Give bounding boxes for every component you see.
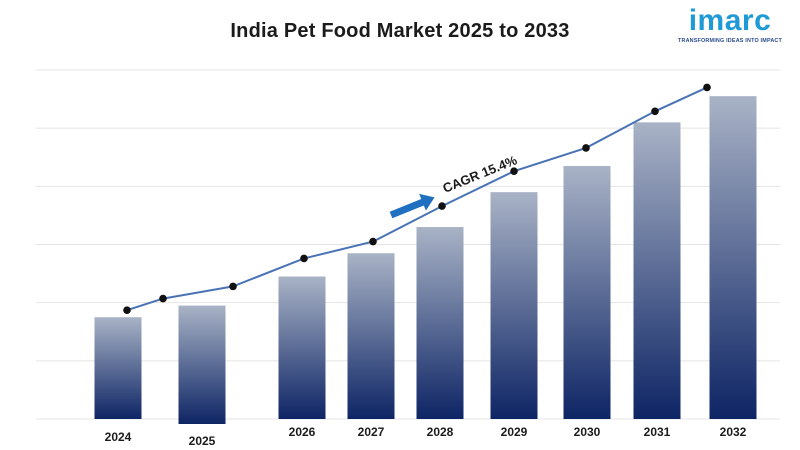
bar-2032	[709, 96, 757, 420]
logo-wordmark: imarc	[688, 4, 772, 37]
trend-point	[300, 254, 308, 263]
trend-line	[123, 83, 711, 315]
x-tick-label: 2026	[289, 425, 316, 439]
bar-2027	[347, 253, 395, 419]
bar-2028	[416, 227, 464, 419]
bar-2025	[178, 305, 226, 424]
x-tick-label: 2031	[644, 425, 671, 439]
trend-point	[229, 282, 237, 291]
bar-2029	[490, 192, 538, 419]
x-tick-label: 2032	[720, 425, 747, 439]
x-tick-label: 2027	[358, 425, 385, 439]
cagr-arrow-icon	[389, 193, 435, 219]
trend-point	[510, 167, 518, 176]
trend-point	[651, 107, 659, 116]
logo-tagline: TRANSFORMING IDEAS INTO IMPACT	[677, 38, 783, 44]
bar-2031	[633, 122, 681, 419]
x-axis-ticks: 2024 2025 2026 2027 2028 2029 2030 2031 2032	[105, 425, 747, 448]
chart-title: India Pet Food Market 2025 to 2033	[230, 20, 570, 42]
trend-line-path	[126, 86, 708, 312]
imarc-logo: imarc TRANSFORMING IDEAS INTO IMPACT	[674, 4, 786, 45]
x-tick-label: 2029	[501, 425, 528, 439]
bar-2030	[563, 165, 611, 419]
trend-point	[582, 144, 590, 152]
trend-point	[369, 237, 377, 246]
x-tick-label: 2028	[427, 425, 454, 439]
x-tick-label: 2025	[189, 434, 216, 448]
trend-point	[438, 202, 446, 210]
bars	[94, 96, 757, 424]
bar-2026	[278, 276, 326, 419]
trend-point	[123, 306, 131, 315]
trend-point	[703, 83, 711, 92]
x-tick-label: 2024	[105, 430, 132, 444]
trend-point	[159, 294, 167, 303]
bar-2024	[94, 317, 142, 419]
x-tick-label: 2030	[574, 425, 601, 439]
